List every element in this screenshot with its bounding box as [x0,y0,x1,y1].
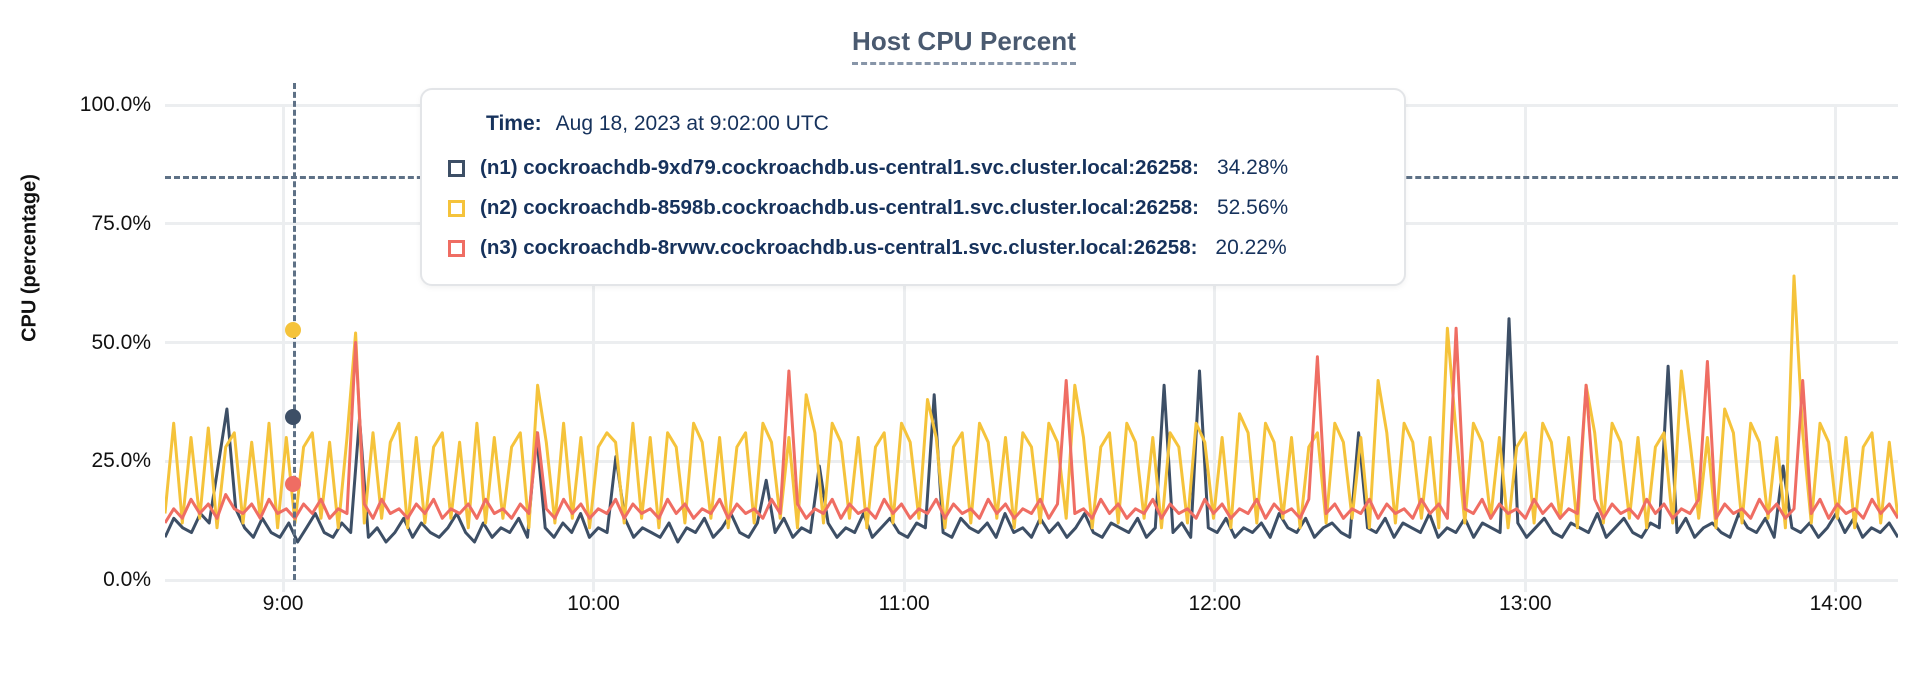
series-line-n3 [165,326,1898,524]
tooltip-row: (n3) cockroachdb-8rvwv.cockroachdb.us-ce… [448,236,1378,260]
y-axis-tick-label: 75.0% [91,211,151,235]
legend-swatch-icon [448,239,465,257]
series-lines [165,274,1898,544]
y-axis-tick-label: 25.0% [91,449,151,473]
tooltip-time-label: Time: [486,112,542,135]
gridline-vertical [1213,105,1217,580]
tooltip-series-name: (n3) cockroachdb-8rvwv.cockroachdb.us-ce… [480,236,1198,259]
x-axis-tick-label: 14:00 [1809,592,1863,615]
hover-tooltip: Time: Aug 18, 2023 at 9:02:00 UTC (n1) c… [420,88,1406,286]
tooltip-series-rows: (n1) cockroachdb-9xd79.cockroachdb.us-ce… [448,156,1378,260]
y-axis-title: CPU (percentage) [18,174,41,342]
x-axis-tick-label: 9:00 [262,592,304,615]
legend-swatch-icon [448,199,465,217]
chart-title-text: Host CPU Percent [851,26,1077,65]
x-axis-tick-mark [1523,580,1527,592]
y-axis-tick-label: 100.0% [79,93,151,116]
tooltip-series-name: (n2) cockroachdb-8598b.cockroachdb.us-ce… [480,196,1199,219]
x-axis-tick-label: 12:00 [1188,592,1242,615]
x-axis-tick-mark [592,580,596,592]
gridline-vertical [1834,105,1838,580]
gridline-horizontal [165,578,1898,582]
tooltip-row: (n2) cockroachdb-8598b.cockroachdb.us-ce… [448,196,1378,220]
tooltip-time-value: Aug 18, 2023 at 9:02:00 UTC [555,112,829,135]
x-axis-tick-mark [902,580,906,592]
x-axis-tick-mark [1834,580,1838,592]
x-axis-tick-mark [281,580,285,592]
page-title: Host CPU Percent [0,26,1928,65]
gridline-horizontal [165,459,1898,463]
series-line-n2 [165,274,1898,530]
gridline-vertical [1523,105,1527,580]
hover-marker-n2 [285,322,302,339]
gridline-vertical [592,105,596,580]
tooltip-series-value: 52.56% [1216,196,1289,219]
gridline-vertical [281,105,285,580]
series-line-n1 [165,317,1898,544]
x-axis-tick-mark [1213,580,1217,592]
y-axis-tick-label: 0.0% [103,568,151,591]
hover-marker-n1 [285,409,302,426]
tooltip-series-value: 34.28% [1216,156,1289,179]
gridline-vertical [902,105,906,580]
tooltip-time-row: Time: Aug 18, 2023 at 9:02:00 UTC [448,112,1378,136]
gridline-horizontal [165,341,1898,344]
hover-marker-n3 [285,475,302,492]
legend-swatch-icon [448,159,465,177]
y-axis-tick-label: 50.0% [91,330,151,354]
x-axis-tick-label: 10:00 [567,592,620,615]
tooltip-row: (n1) cockroachdb-9xd79.cockroachdb.us-ce… [448,156,1378,180]
x-axis-tick-label: 11:00 [878,592,930,615]
tooltip-series-value: 20.22% [1215,236,1287,259]
x-axis-tick-label: 13:00 [1499,592,1552,615]
tooltip-series-name: (n1) cockroachdb-9xd79.cockroachdb.us-ce… [480,156,1199,179]
